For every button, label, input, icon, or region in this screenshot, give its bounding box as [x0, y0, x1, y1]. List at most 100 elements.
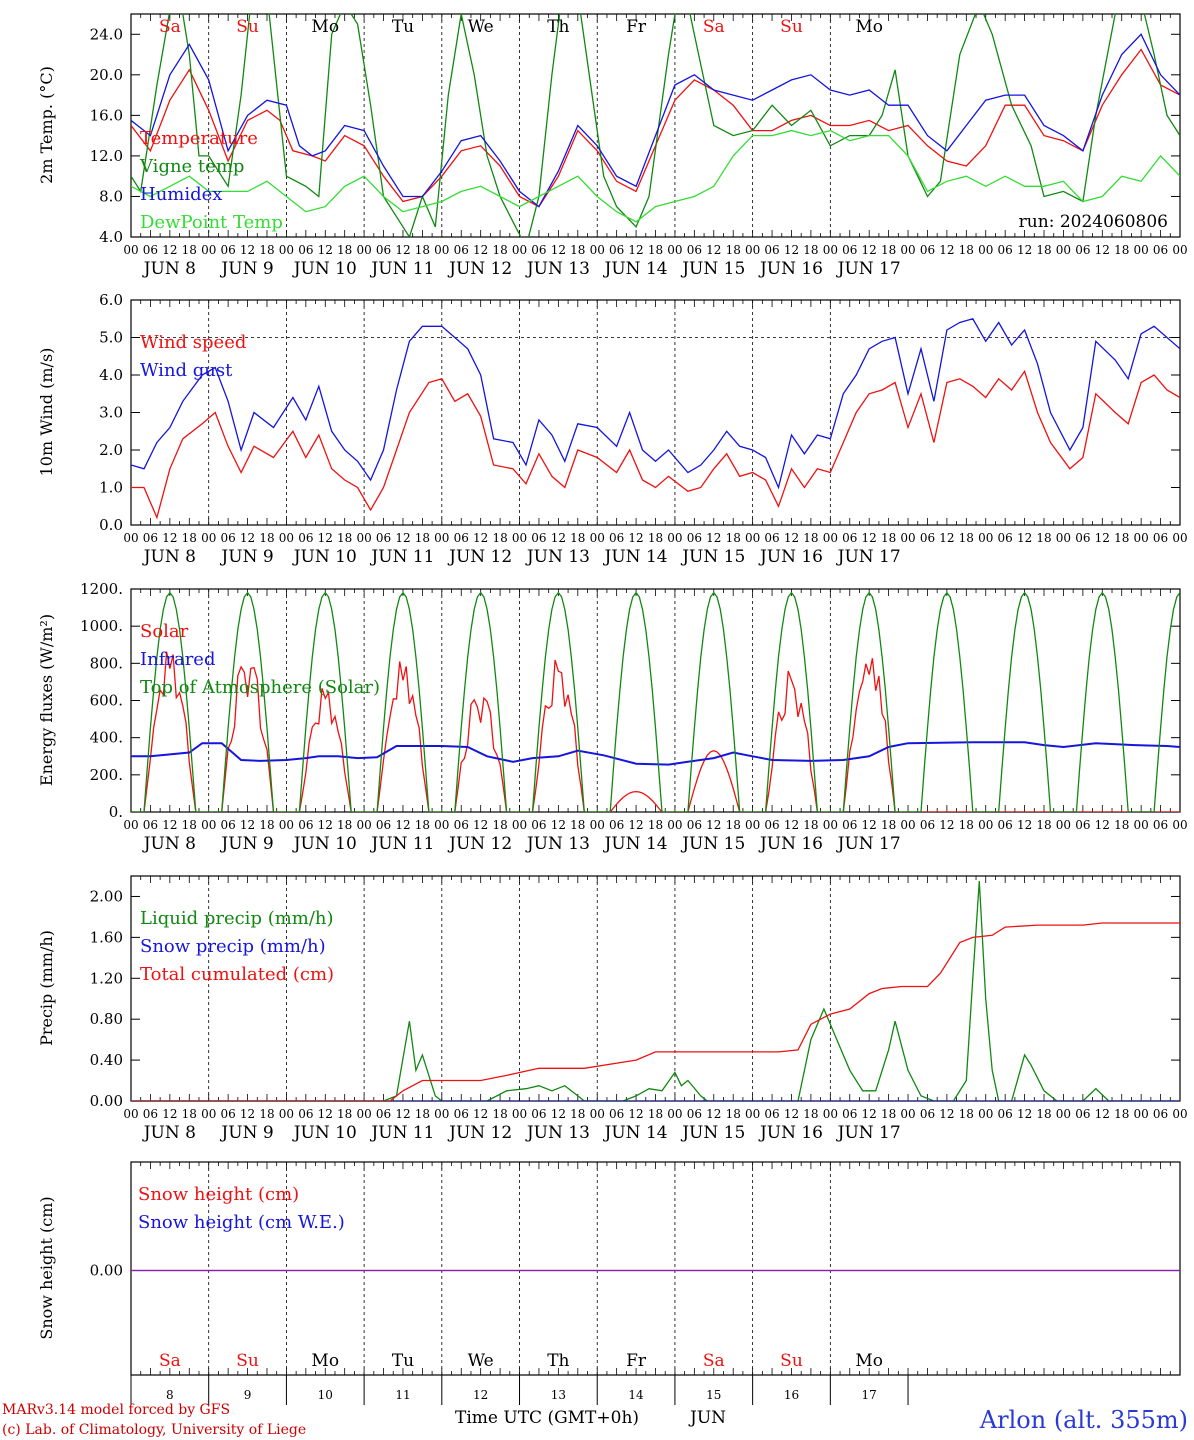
y-tick-label: 3.0 [99, 404, 123, 422]
bottom-day-number: 14 [628, 1388, 644, 1402]
hour-tick-label: 00 [1134, 243, 1149, 257]
panel-1: 00 06 12 18 00 06 12 18 00 06 12 18 00 06 12 18 00 06 12 18… [37, 13, 1188, 279]
date-label: JUN 13 [525, 834, 590, 854]
series-line-infrared [131, 741, 1180, 766]
hour-tick-label: 12 [784, 531, 799, 545]
y-tick-label: 4.0 [99, 366, 123, 384]
hour-tick-label: 18 [182, 243, 197, 257]
hour-tick-label: 18 [726, 818, 741, 832]
hour-tick-label: 06 [998, 531, 1013, 545]
hour-tick-label: 06 [143, 243, 158, 257]
hour-tick-label: 18 [881, 531, 896, 545]
hour-tick-label: 06 [687, 531, 702, 545]
hour-tick-label: 00 [1172, 818, 1187, 832]
y-tick-label: 0.40 [90, 1051, 123, 1069]
date-label: JUN 15 [680, 1123, 745, 1143]
day-name: Mo [311, 1351, 339, 1371]
y-tick-label: 0.0 [99, 516, 123, 534]
plot-frame [130, 13, 1181, 238]
hour-tick-label: 12 [939, 818, 954, 832]
hour-tick-label: 06 [143, 531, 158, 545]
hour-tick-label: 18 [1036, 818, 1051, 832]
hour-tick-label: 00 [434, 531, 449, 545]
date-label: JUN 12 [447, 547, 512, 567]
hour-tick-label: 00 [1056, 531, 1071, 545]
hour-tick-label: 12 [240, 243, 255, 257]
hour-tick-label: 18 [959, 1107, 974, 1121]
hour-tick-label: 18 [803, 243, 818, 257]
hour-tick-label: 00 [512, 818, 527, 832]
hour-tick-label: 18 [182, 1107, 197, 1121]
hour-tick-label: 06 [687, 818, 702, 832]
hour-tick-label: 18 [182, 818, 197, 832]
day-name: Su [236, 1351, 259, 1371]
date-label: JUN 11 [369, 259, 434, 279]
hour-tick-label: 06 [764, 531, 779, 545]
hour-tick-label: 18 [415, 818, 430, 832]
hour-tick-label: 18 [959, 818, 974, 832]
date-label: JUN 15 [680, 259, 745, 279]
day-name: Sa [703, 17, 725, 37]
hour-tick-label: 00 [434, 818, 449, 832]
y-axis-label: Snow height (cm) [37, 1196, 56, 1339]
date-label: JUN 12 [447, 834, 512, 854]
x-axis-month: JUN [688, 1408, 726, 1428]
date-label: JUN 16 [758, 259, 823, 279]
plot-frame [130, 588, 1181, 813]
hour-tick-label: 00 [356, 531, 371, 545]
hour-tick-label: 00 [900, 1107, 915, 1121]
hour-tick-label: 06 [298, 243, 313, 257]
legend-entry: Snow height (cm) [138, 1184, 299, 1205]
hour-tick-label: 06 [998, 1107, 1013, 1121]
hour-tick-label: 12 [1017, 531, 1032, 545]
hour-tick-label: 06 [298, 818, 313, 832]
y-tick-label: 0. [109, 803, 123, 821]
bottom-day-number: 10 [318, 1388, 333, 1402]
hour-tick-label: 06 [376, 1107, 391, 1121]
hour-tick-label: 12 [162, 818, 177, 832]
hour-tick-label: 06 [609, 243, 624, 257]
hour-tick-label: 18 [570, 818, 585, 832]
hour-tick-label: 06 [764, 243, 779, 257]
hour-tick-label: 00 [590, 243, 605, 257]
day-name: Su [780, 17, 803, 37]
hour-tick-label: 18 [492, 243, 507, 257]
hour-tick-label: 18 [959, 243, 974, 257]
y-axis-label: 2m Temp. (°C) [37, 66, 56, 184]
hour-tick-label: 12 [240, 531, 255, 545]
y-tick-label: 24.0 [90, 25, 123, 43]
hour-tick-label: 00 [667, 243, 682, 257]
hour-tick-label: 12 [551, 243, 566, 257]
day-name: Fr [626, 17, 647, 37]
y-axis-label: 10m Wind (m/s) [37, 348, 56, 477]
hour-tick-label: 12 [784, 818, 799, 832]
hour-tick-label: 00 [590, 531, 605, 545]
hour-tick-label: 18 [570, 531, 585, 545]
y-tick-label: 1.20 [90, 969, 123, 987]
hour-tick-label: 06 [609, 531, 624, 545]
hour-tick-label: 12 [1017, 818, 1032, 832]
hour-tick-label: 06 [764, 818, 779, 832]
hour-tick-label: 00 [900, 531, 915, 545]
legend-entry: Top of Atmosphere (Solar) [140, 677, 380, 698]
hour-tick-label: 18 [415, 1107, 430, 1121]
day-name: Th [547, 17, 569, 37]
series-group [131, 14, 1180, 237]
y-tick-label: 2.0 [99, 441, 123, 459]
hour-tick-label: 06 [531, 1107, 546, 1121]
hour-tick-label: 18 [1036, 243, 1051, 257]
hour-tick-label: 00 [978, 531, 993, 545]
hour-tick-label: 00 [123, 1107, 138, 1121]
hour-tick-label: 12 [939, 1107, 954, 1121]
day-name: We [468, 17, 494, 37]
date-label: JUN 17 [836, 547, 901, 567]
hour-tick-label: 12 [318, 818, 333, 832]
hour-tick-label: 06 [842, 531, 857, 545]
hour-tick-label: 18 [803, 818, 818, 832]
hour-tick-label: 18 [259, 531, 274, 545]
hour-tick-label: 18 [648, 243, 663, 257]
hour-tick-label: 06 [220, 1107, 235, 1121]
site-label: Arlon (alt. 355m) [979, 1406, 1188, 1434]
hour-tick-label: 18 [492, 1107, 507, 1121]
hour-tick-label: 12 [162, 1107, 177, 1121]
